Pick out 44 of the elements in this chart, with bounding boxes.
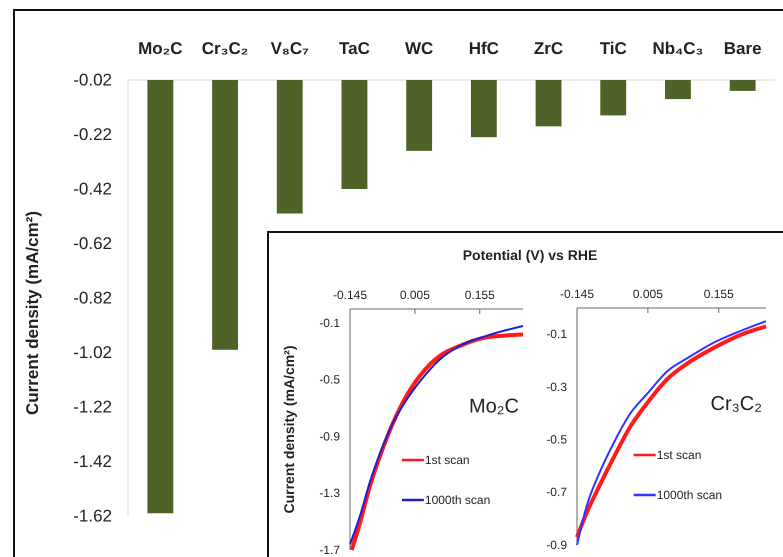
legend-label: 1st scan [656,448,702,462]
x-tick-label: -0.145 [332,288,368,302]
x-tick-label: Nb₄C₃ [652,39,704,58]
x-tick-label: V₈C₇ [270,39,310,58]
legend-label: 1st scan [424,453,470,467]
y-tick-label: -0.1 [319,316,340,330]
x-tick-label: 0.155 [704,287,734,301]
y-tick-label: -1.3 [319,486,340,500]
x-tick-label: WC [404,39,434,58]
y-tick-label: -0.5 [319,372,340,387]
x-tick-label: ZrC [534,39,564,58]
x-tick-label: HfC [468,39,499,58]
x-tick-label: -0.145 [560,287,594,301]
y-axis-title: Current density (mA/cm²) [23,210,42,416]
y-tick-label: -0.7 [546,485,568,500]
y-tick-label: -1.42 [73,452,112,471]
x-tick-label: TiC [600,39,627,58]
y-axis-title: Current density (mA/cm²) [281,345,297,514]
x-tick-label: 0.005 [632,287,664,301]
x-axis-title: Potential (V) vs RHE [462,247,598,263]
annotation: Cr₃C₂ [710,392,762,415]
y-tick-label: -0.3 [546,380,568,394]
x-tick-label: Mo₂C [138,39,183,58]
legend-label: 1000th scan [656,488,722,502]
y-tick-label: -0.42 [73,179,112,198]
y-tick-label: -0.1 [546,327,568,342]
legend-label: 1000th scan [424,493,490,507]
x-tick-label: 0.155 [464,288,496,302]
y-tick-label: -1.02 [73,342,112,362]
x-tick-label: 0.005 [400,288,430,302]
y-tick-label: -0.9 [319,429,340,444]
y-tick-label: -0.9 [546,538,568,552]
y-tick-label: -1.7 [319,542,340,557]
y-tick-label: -0.22 [73,124,112,144]
x-tick-label: TaC [339,39,370,58]
annotation: Mo₂C [469,396,519,418]
y-tick-label: -1.62 [73,506,112,526]
y-tick-label: -0.5 [546,432,568,447]
y-tick-label: -1.22 [73,397,112,416]
y-tick-label: -0.62 [73,234,112,253]
y-tick-label: -0.82 [73,288,112,308]
x-tick-label: Cr₃C₂ [202,39,248,58]
x-tick-label: Bare [724,39,762,58]
y-tick-label: -0.02 [73,70,112,90]
